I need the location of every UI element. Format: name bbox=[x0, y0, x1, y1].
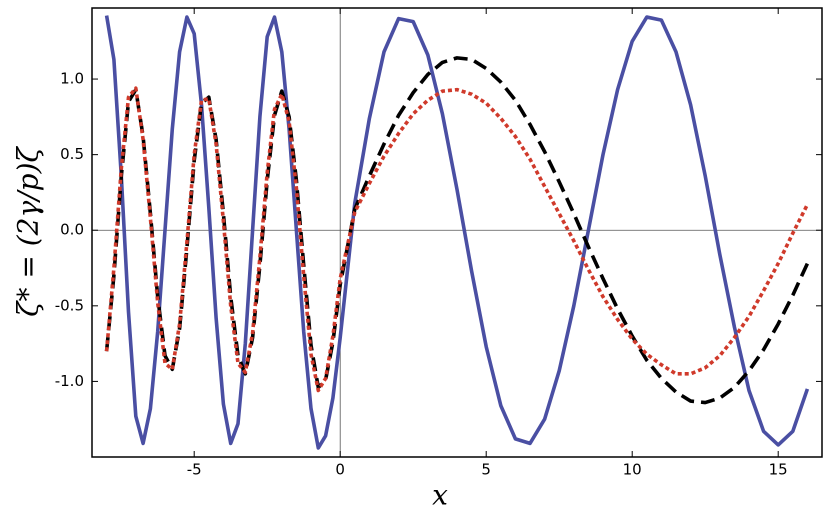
series-line bbox=[104, 15, 810, 450]
x-tick-label: -5 bbox=[187, 461, 202, 479]
y-tick-label: 0.0 bbox=[60, 221, 84, 239]
y-tick-label: 1.0 bbox=[60, 70, 84, 88]
y-tick-label: -0.5 bbox=[55, 296, 84, 314]
x-tick-label: 5 bbox=[481, 461, 491, 479]
y-tick-label: 0.5 bbox=[60, 145, 84, 163]
x-tick-label: 0 bbox=[335, 461, 345, 479]
x-tick-label: 10 bbox=[623, 461, 642, 479]
y-tick-label: -1.0 bbox=[55, 372, 84, 390]
y-axis-label: ζ* = (2γ/p)ζ bbox=[12, 145, 45, 316]
x-axis-label: x bbox=[432, 479, 448, 512]
series-line bbox=[104, 86, 810, 393]
x-tick-label: 15 bbox=[769, 461, 788, 479]
plot-frame bbox=[91, 7, 823, 458]
